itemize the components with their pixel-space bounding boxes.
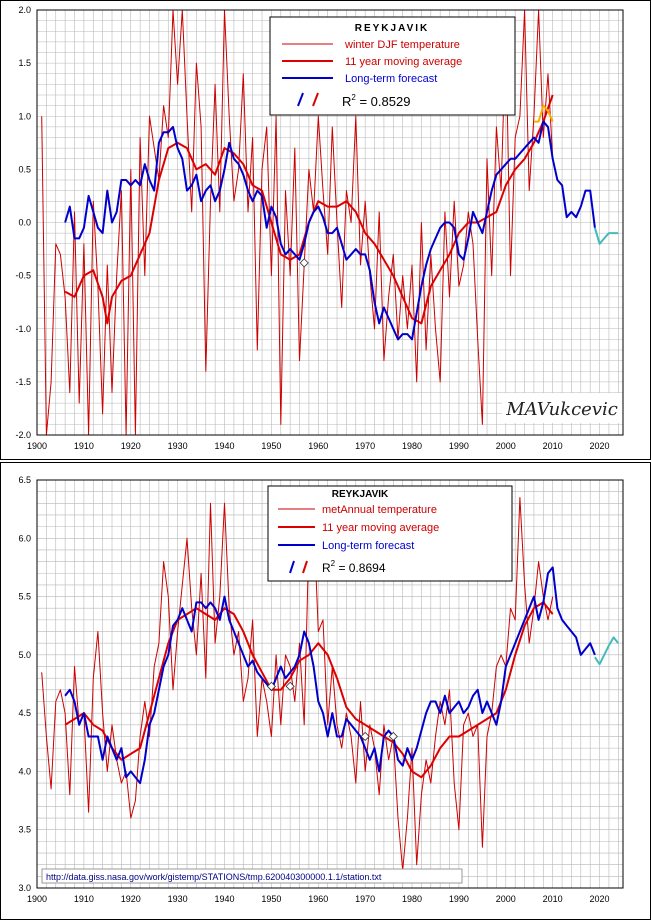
diamond-marker — [299, 258, 309, 268]
source-url[interactable]: http://data.giss.nasa.gov/work/gistemp/S… — [46, 872, 382, 882]
r-squared-label: R2 = 0.8529 — [342, 93, 410, 109]
series-line — [41, 9, 554, 436]
tick-labels: 1900 1910 1920 1930 1940 1950 1960 1970 1980 1990… — [18, 475, 609, 904]
series-line — [41, 497, 554, 871]
signature: MAVukcevic — [505, 399, 618, 420]
x-tick-label: 2010 — [543, 894, 563, 904]
legend-label: Long-term forecast — [322, 540, 414, 552]
y-tick-label: 4.5 — [18, 708, 31, 718]
y-tick-label: 1.5 — [18, 58, 31, 68]
chart-djf-winter: 1900 1910 1920 1930 1940 1950 1960 1970 1980 1990… — [0, 0, 651, 460]
x-tick-label: 1900 — [27, 441, 47, 451]
x-tick-label: 1920 — [121, 441, 141, 451]
y-tick-label: 4.0 — [18, 766, 31, 776]
chart-title: REYKJAVIK — [355, 23, 430, 34]
series-group — [41, 9, 619, 436]
y-tick-label: -0.5 — [15, 271, 31, 281]
legend: REYKJAVIK winter DJF temperature 11 year… — [269, 16, 516, 116]
y-tick-label: -1.5 — [15, 377, 31, 387]
legend: REYKJAVIK metAnnual temperature 11 year … — [267, 485, 513, 582]
tick-labels: 1900 1910 1920 1930 1940 1950 1960 1970 1980 1990… — [15, 5, 609, 451]
slash-blue-icon — [297, 92, 304, 107]
legend-label: Long-term forecast — [345, 73, 437, 85]
y-tick-label: -2.0 — [15, 430, 31, 440]
x-tick-label: 1940 — [215, 894, 235, 904]
x-tick-label: 1910 — [74, 894, 94, 904]
y-tick-label: -1.0 — [15, 324, 31, 334]
series-line — [533, 104, 554, 123]
x-tick-label: 1970 — [355, 894, 375, 904]
x-tick-label: 1990 — [449, 441, 469, 451]
diamond-marker — [388, 731, 398, 742]
legend-label: metAnnual temperature — [322, 504, 437, 516]
diamond-marker — [266, 681, 276, 691]
slash-red-icon — [312, 92, 319, 107]
x-tick-label: 2000 — [496, 441, 516, 451]
legend-label: 11 year moving average — [322, 522, 439, 534]
diamond-marker — [360, 731, 370, 742]
r-squared-label: R2 = 0.8694 — [322, 559, 386, 575]
diamond-marker — [285, 681, 295, 691]
y-tick-label: 3.0 — [18, 883, 31, 893]
x-tick-label: 1940 — [215, 441, 235, 451]
series-group — [41, 497, 620, 871]
legend-label: 11 year moving average — [345, 56, 462, 68]
x-tick-label: 2010 — [543, 441, 563, 451]
x-tick-label: 1930 — [168, 894, 188, 904]
series-line — [593, 227, 619, 245]
series-line — [594, 636, 620, 666]
y-tick-label: 5.0 — [18, 650, 31, 660]
y-tick-label: 3.5 — [18, 825, 31, 835]
chart-panel-djf: 1900 1910 1920 1930 1940 1950 1960 1970 1980 1990… — [0, 0, 651, 460]
x-tick-label: 1960 — [308, 894, 328, 904]
plot-area-border — [36, 9, 624, 436]
signature-box: MAVukcevic — [502, 393, 622, 423]
legend-box — [267, 485, 513, 582]
y-tick-label: 1.0 — [18, 111, 31, 121]
x-tick-label: 2020 — [590, 894, 610, 904]
x-tick-label: 1950 — [261, 894, 281, 904]
x-tick-label: 1960 — [308, 441, 328, 451]
x-tick-label: 1930 — [168, 441, 188, 451]
y-tick-label: 6.0 — [18, 533, 31, 543]
x-tick-label: 1980 — [402, 441, 422, 451]
chart-annual: 1900 1910 1920 1930 1940 1950 1960 1970 1980 1990… — [0, 462, 651, 920]
y-tick-label: 5.5 — [18, 592, 31, 602]
slash-red-icon — [302, 560, 308, 574]
source-url-box: http://data.giss.nasa.gov/work/gistemp/S… — [41, 868, 463, 884]
series-line — [64, 120, 596, 341]
slash-blue-icon — [289, 560, 295, 574]
x-tick-label: 1950 — [261, 441, 281, 451]
x-tick-label: 2020 — [590, 441, 610, 451]
plot-area-border — [36, 479, 624, 889]
chart-panel-annual: 1900 1910 1920 1930 1940 1950 1960 1970 1980 1990… — [0, 462, 651, 920]
x-tick-label: 1900 — [27, 894, 47, 904]
series-line — [64, 94, 554, 325]
x-tick-label: 2000 — [496, 894, 516, 904]
x-tick-label: 1980 — [402, 894, 422, 904]
x-tick-label: 1990 — [449, 894, 469, 904]
legend-box — [269, 16, 516, 116]
x-tick-label: 1920 — [121, 894, 141, 904]
series-line — [64, 601, 554, 779]
series-line — [64, 566, 596, 785]
source-url-background — [41, 868, 463, 884]
y-tick-label: 2.0 — [18, 5, 31, 15]
signature-background — [502, 393, 622, 423]
y-tick-label: 0.0 — [18, 218, 31, 228]
x-tick-label: 1970 — [355, 441, 375, 451]
y-tick-label: 6.5 — [18, 475, 31, 485]
legend-label: winter DJF temperature — [344, 39, 460, 51]
y-tick-label: 0.5 — [18, 164, 31, 174]
chart-title: REYKJAVIK — [332, 489, 389, 500]
x-tick-label: 1910 — [74, 441, 94, 451]
